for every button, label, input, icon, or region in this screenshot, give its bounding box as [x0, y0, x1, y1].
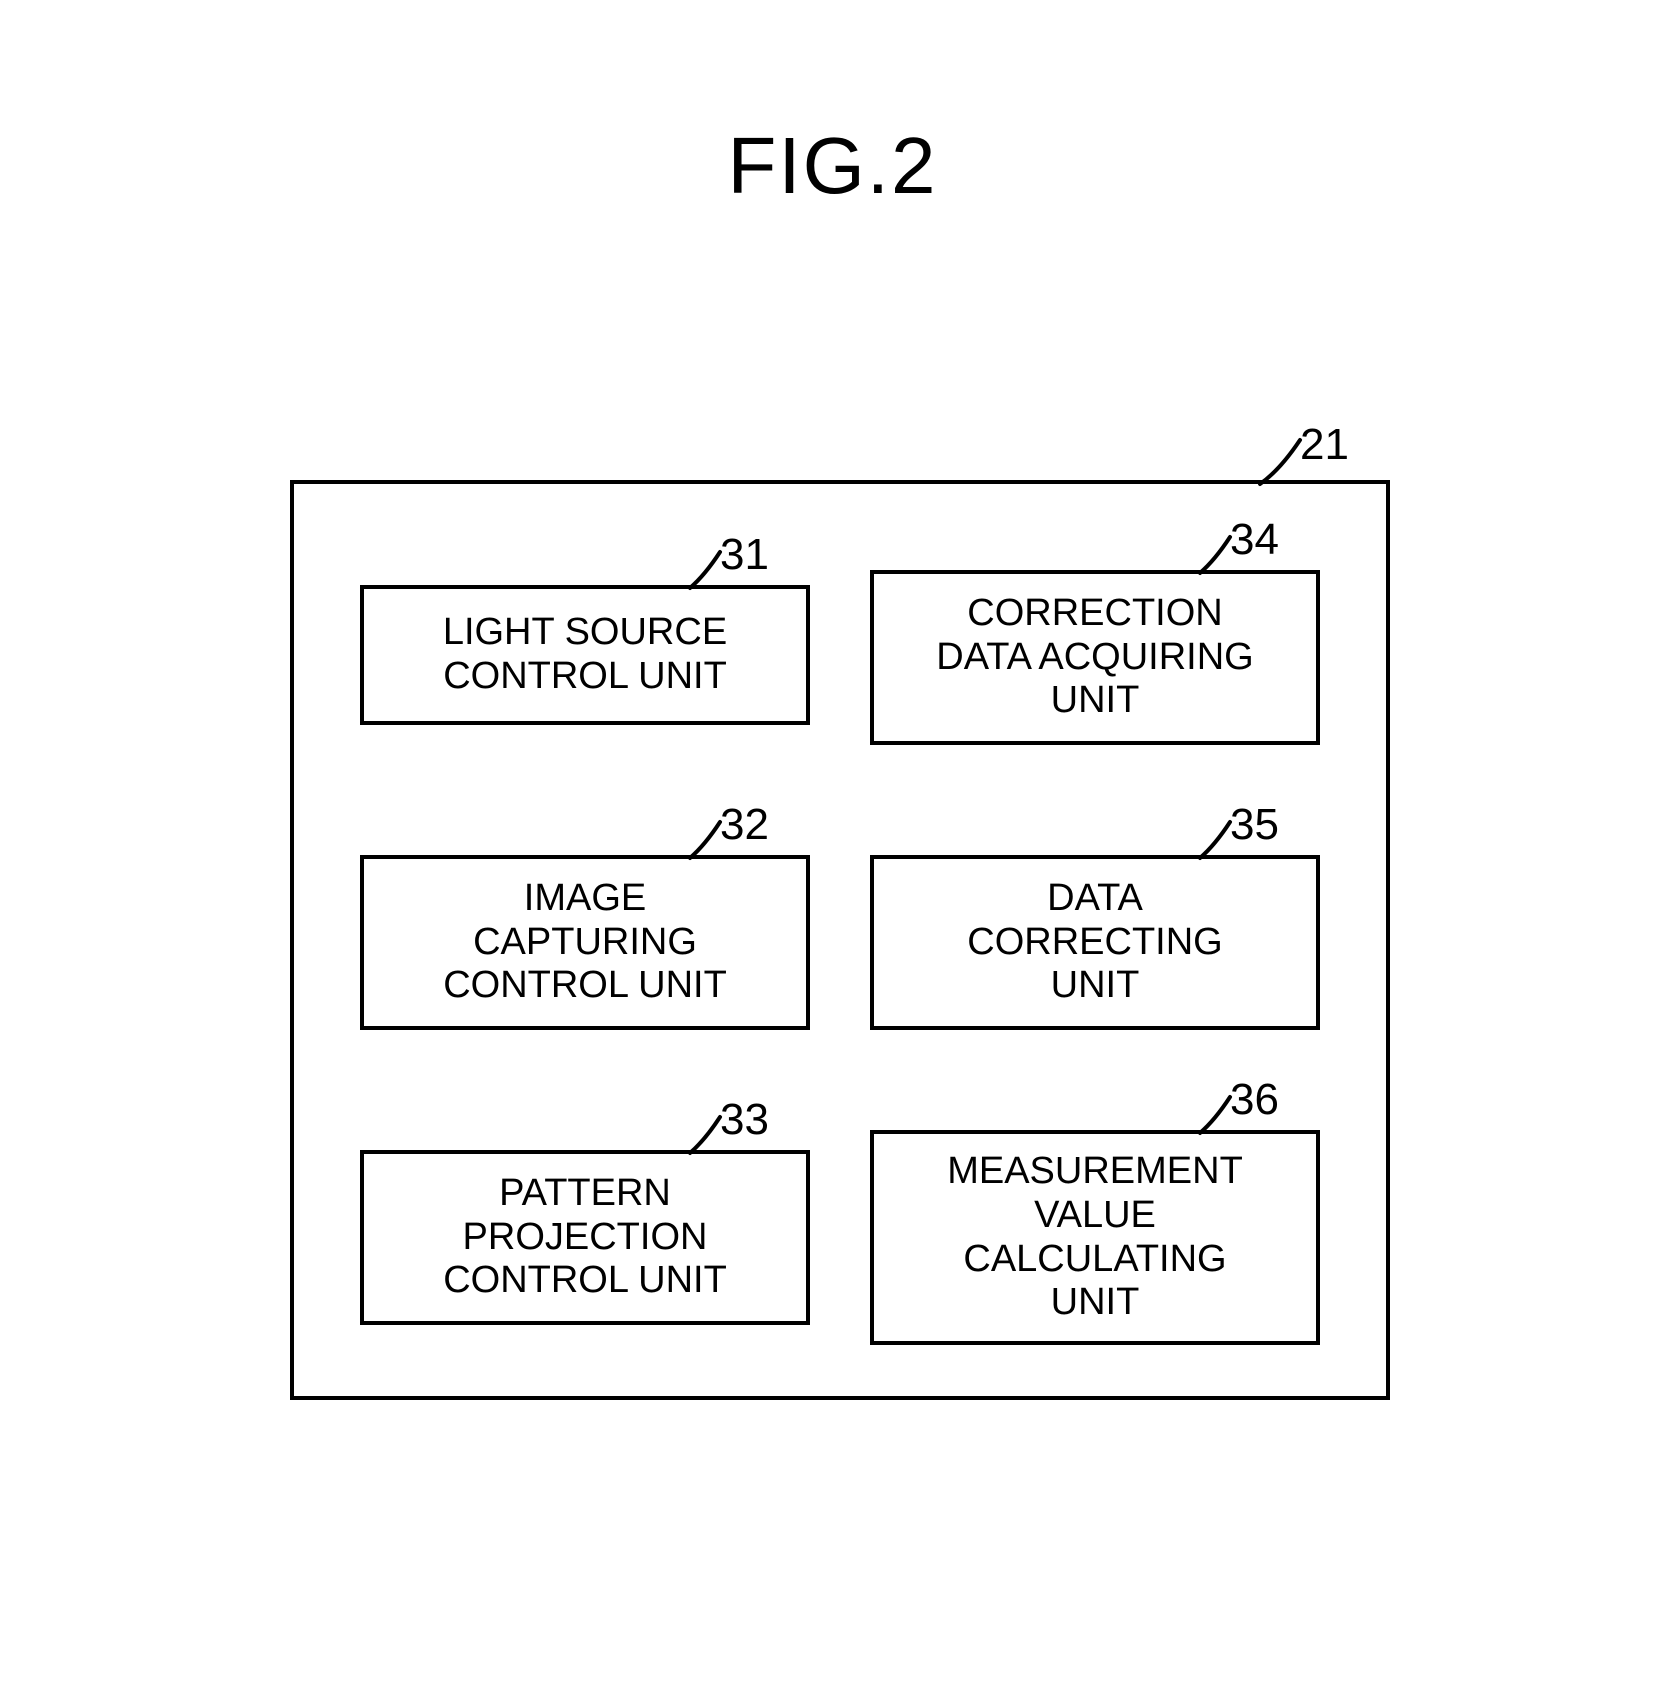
unit-box-label-line: UNIT: [1051, 679, 1140, 723]
unit-box-label-line: DATA ACQUIRING: [936, 636, 1253, 680]
unit-box-label-line: UNIT: [1051, 964, 1140, 1008]
unit-box-31: LIGHT SOURCECONTROL UNIT: [360, 585, 810, 725]
unit-box-label-line: CAPTURING: [473, 921, 697, 965]
unit-box-label-line: DATA: [1047, 877, 1143, 921]
unit-box-leader-32: [686, 818, 724, 867]
unit-box-leader-34: [1196, 533, 1234, 582]
unit-box-33: PATTERNPROJECTIONCONTROL UNIT: [360, 1150, 810, 1325]
unit-box-ref-label-33: 33: [720, 1095, 769, 1145]
unit-box-label-line: PATTERN: [499, 1172, 671, 1216]
outer-box-ref-label: 21: [1300, 420, 1349, 470]
unit-box-ref-label-36: 36: [1230, 1075, 1279, 1125]
unit-box-leader-35: [1196, 818, 1234, 867]
unit-box-ref-label-31: 31: [720, 530, 769, 580]
unit-box-label-line: MEASUREMENT: [947, 1150, 1243, 1194]
unit-box-label-line: LIGHT SOURCE: [443, 611, 727, 655]
unit-box-label-line: VALUE: [1034, 1194, 1156, 1238]
unit-box-label-line: PROJECTION: [463, 1216, 708, 1260]
unit-box-label-line: CALCULATING: [963, 1238, 1226, 1282]
unit-box-label-line: CONTROL UNIT: [443, 1259, 727, 1303]
unit-box-34: CORRECTIONDATA ACQUIRINGUNIT: [870, 570, 1320, 745]
unit-box-label-line: CORRECTION: [967, 592, 1222, 636]
unit-box-leader-31: [686, 548, 724, 597]
unit-box-label-line: CONTROL UNIT: [443, 655, 727, 699]
unit-box-label-line: UNIT: [1051, 1281, 1140, 1325]
unit-box-leader-33: [686, 1113, 724, 1162]
unit-box-35: DATACORRECTINGUNIT: [870, 855, 1320, 1030]
unit-box-32: IMAGECAPTURINGCONTROL UNIT: [360, 855, 810, 1030]
figure-title: FIG.2: [0, 120, 1665, 212]
unit-box-label-line: IMAGE: [524, 877, 646, 921]
unit-box-ref-label-32: 32: [720, 800, 769, 850]
unit-box-ref-label-34: 34: [1230, 515, 1279, 565]
unit-box-label-line: CORRECTING: [967, 921, 1222, 965]
unit-box-label-line: CONTROL UNIT: [443, 964, 727, 1008]
unit-box-ref-label-35: 35: [1230, 800, 1279, 850]
unit-box-leader-36: [1196, 1093, 1234, 1142]
unit-box-36: MEASUREMENTVALUECALCULATINGUNIT: [870, 1130, 1320, 1345]
